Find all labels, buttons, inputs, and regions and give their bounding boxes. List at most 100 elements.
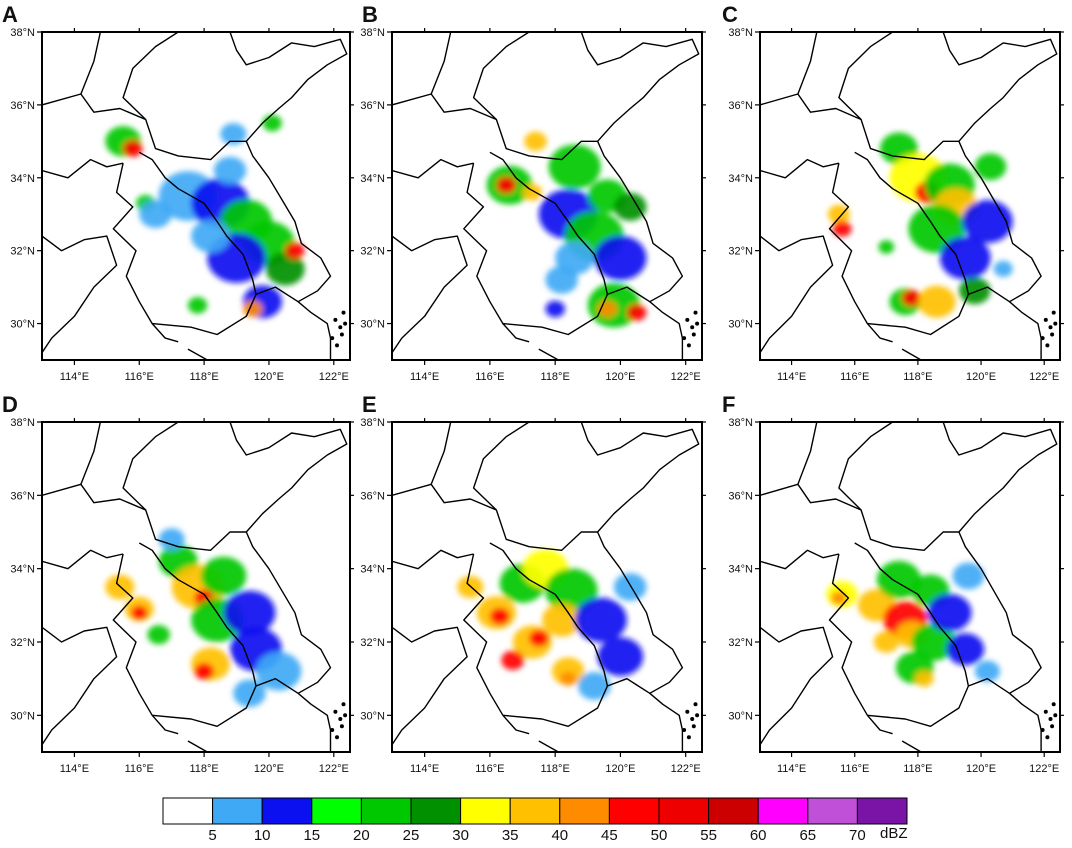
lon-tick-label: 122°E xyxy=(1029,763,1059,775)
island xyxy=(335,343,339,348)
lat-tick-label: 30°N xyxy=(728,710,753,722)
boundary-line xyxy=(463,553,530,735)
map-panel-c: 114°E 116°E 118°E 120°E 122°E 30°N 32°N 34°N 36°… xyxy=(722,2,1064,383)
island xyxy=(693,310,698,315)
island xyxy=(682,728,687,732)
island xyxy=(338,325,343,330)
echo-blob xyxy=(187,297,208,314)
lon-tick-label: 120°E xyxy=(966,371,996,383)
echo-blob xyxy=(626,304,647,321)
island xyxy=(339,724,344,729)
map-panel-b: 114°E 116°E 118°E 120°E 122°E 30°N 32°N 34°N 36°… xyxy=(360,2,706,383)
echo-blob xyxy=(285,242,305,259)
lat-tick-label: 34°N xyxy=(360,173,385,185)
island xyxy=(1045,735,1050,740)
boundary-line xyxy=(112,163,179,343)
echo-blob xyxy=(574,597,627,643)
lon-tick-label: 122°E xyxy=(319,763,349,775)
colorbar-box xyxy=(757,797,809,825)
island xyxy=(333,317,338,322)
lat-tick-label: 38°N xyxy=(360,27,385,39)
lat-tick-label: 34°N xyxy=(728,173,753,185)
colorbar-label: 60 xyxy=(750,827,767,844)
lon-tick-label: 116°E xyxy=(475,763,504,775)
colorbar-box xyxy=(559,797,610,825)
echo-blob xyxy=(962,200,1013,243)
island xyxy=(1050,332,1055,337)
colorbar-box xyxy=(360,797,412,825)
panel-label: D xyxy=(2,392,18,417)
map-frame xyxy=(759,421,1061,753)
boundary-line xyxy=(760,626,834,746)
colorbar-label: 55 xyxy=(700,827,717,844)
island xyxy=(691,724,696,729)
colorbar-unit: dBZ xyxy=(880,825,908,842)
echo-blob xyxy=(873,631,899,653)
boundary-line xyxy=(838,32,893,120)
map-panel-d: 114°E 116°E 118°E 120°E 122°E 30°N 32°N 34°N 36°… xyxy=(2,392,354,775)
echo-blob xyxy=(545,568,598,613)
lat-tick-label: 38°N xyxy=(728,27,753,39)
panel-label: C xyxy=(722,2,738,27)
boundary-line xyxy=(472,32,530,121)
map-frame xyxy=(41,31,351,361)
boundary-line xyxy=(80,422,102,485)
echo-blob xyxy=(917,285,956,318)
echo-blob xyxy=(147,625,170,645)
lon-tick-label: 114°E xyxy=(410,371,439,383)
lat-tick-label: 36°N xyxy=(360,100,385,112)
boundary-line xyxy=(538,348,559,360)
boundary-line xyxy=(867,286,1010,336)
colorbar-box xyxy=(410,797,462,825)
boundary-line xyxy=(472,422,530,511)
lat-tick-label: 34°N xyxy=(360,564,385,576)
boundary-line xyxy=(392,93,598,161)
island xyxy=(685,317,690,322)
map-frame xyxy=(759,31,1061,361)
lat-tick-label: 32°N xyxy=(10,637,35,649)
boundary-line xyxy=(760,549,840,570)
boundary-line xyxy=(797,32,818,95)
echo-blob xyxy=(548,144,601,189)
boundary-line xyxy=(867,678,1010,727)
echo-blob xyxy=(594,235,647,281)
lat-tick-label: 34°N xyxy=(10,173,35,185)
echo-blob xyxy=(265,252,305,286)
boundary-line xyxy=(392,549,474,570)
island xyxy=(1048,325,1053,330)
lat-tick-label: 30°N xyxy=(728,319,753,331)
boundary-line xyxy=(42,483,247,551)
lat-tick-label: 30°N xyxy=(360,710,385,722)
colorbar-labels: 5 10 15 20 25 30 35 40 45 50 55 60 65 70 xyxy=(208,827,865,844)
colorbar-box xyxy=(460,797,511,825)
echo-blob xyxy=(578,672,611,700)
lat-tick-label: 36°N xyxy=(728,490,753,502)
lat-tick-label: 32°N xyxy=(360,637,385,649)
lon-tick-label: 116°E xyxy=(125,371,154,383)
lon-tick-label: 118°E xyxy=(903,371,932,383)
colorbar-label: 35 xyxy=(502,827,519,844)
lon-tick-label: 116°E xyxy=(475,371,504,383)
colorbar-box xyxy=(608,797,660,825)
boundary-line xyxy=(122,32,179,121)
island xyxy=(341,310,346,315)
boundary-line xyxy=(463,163,530,343)
echo-blob xyxy=(496,176,516,194)
province-boundaries xyxy=(392,422,700,752)
colorbar-label: 10 xyxy=(254,827,271,844)
boundary-line xyxy=(42,93,247,161)
island xyxy=(1043,709,1048,714)
echo-blob xyxy=(223,590,276,635)
map-frame xyxy=(391,421,703,753)
boundary-line xyxy=(760,235,834,354)
province-boundaries xyxy=(42,422,348,752)
panel-label: F xyxy=(722,392,735,417)
echo-blob xyxy=(139,200,172,228)
boundary-line xyxy=(430,32,452,95)
boundary-line xyxy=(854,542,970,687)
island xyxy=(333,709,338,714)
echo-blob xyxy=(831,591,847,605)
lat-tick-label: 34°N xyxy=(728,564,753,576)
boundary-line xyxy=(42,158,124,179)
